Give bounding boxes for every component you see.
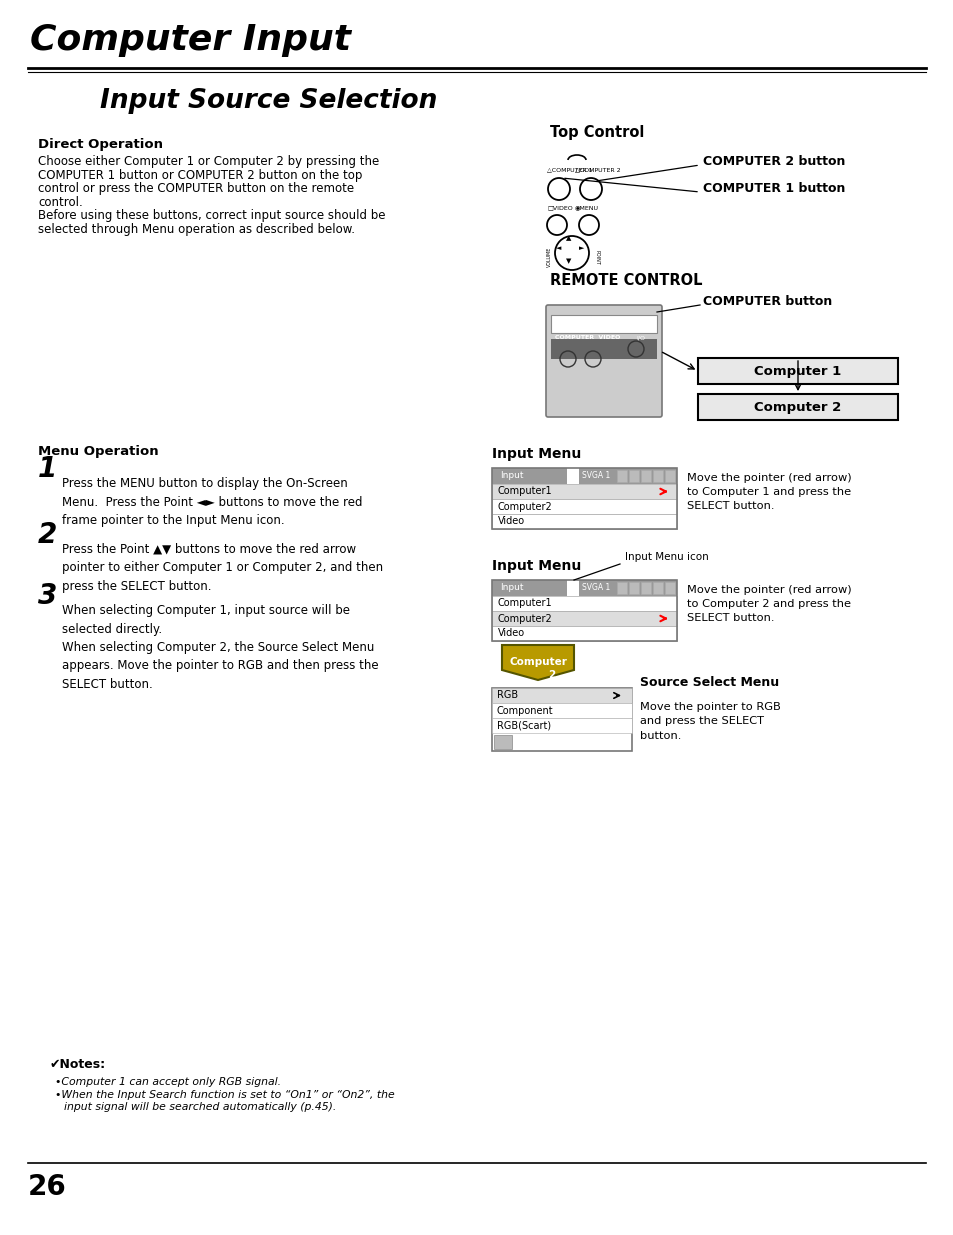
Text: When selecting Computer 1, input source will be
selected directly.
When selectin: When selecting Computer 1, input source … [62, 604, 378, 692]
Text: I/O: I/O [636, 335, 644, 340]
Text: △COMPUTER 2: △COMPUTER 2 [575, 167, 620, 172]
Bar [628, 582, 639, 594]
Bar [628, 471, 639, 482]
Text: VOLUME: VOLUME [546, 247, 552, 267]
Text: COMPUTER 1 button: COMPUTER 1 button [702, 182, 844, 195]
Bar [492, 688, 631, 751]
Bar [492, 514, 677, 529]
Text: 26: 26 [28, 1173, 67, 1200]
Bar [492, 468, 677, 484]
Bar [698, 358, 897, 384]
Text: Input: Input [499, 583, 523, 593]
Bar [617, 582, 626, 594]
Text: Top Control: Top Control [550, 125, 643, 140]
Text: Menu Operation: Menu Operation [38, 445, 158, 458]
Text: Computer 1: Computer 1 [754, 364, 841, 378]
Text: control.: control. [38, 195, 83, 209]
Bar [492, 499, 677, 514]
Text: Input Menu icon: Input Menu icon [624, 552, 708, 562]
Text: Input: Input [499, 472, 523, 480]
Text: SVGA 1: SVGA 1 [581, 472, 610, 480]
Text: ◉MENU: ◉MENU [575, 205, 598, 210]
Bar [492, 597, 677, 611]
Text: Input Menu: Input Menu [492, 447, 580, 461]
Bar [494, 735, 512, 748]
Bar [492, 580, 677, 641]
Text: Move the pointer (red arrow)
to Computer 1 and press the
SELECT button.: Move the pointer (red arrow) to Computer… [686, 473, 851, 511]
Text: selected through Menu operation as described below.: selected through Menu operation as descr… [38, 222, 355, 236]
Text: 3: 3 [38, 582, 57, 610]
Text: Computer1: Computer1 [497, 487, 552, 496]
Text: input signal will be searched automatically (p.45).: input signal will be searched automatica… [64, 1102, 336, 1112]
Text: Computer Input: Computer Input [30, 23, 351, 57]
Bar [566, 468, 578, 484]
Text: Press the Point ▲▼ buttons to move the red arrow
pointer to either Computer 1 or: Press the Point ▲▼ buttons to move the r… [62, 543, 383, 593]
Text: Press the MENU button to display the On-Screen
Menu.  Press the Point ◄► buttons: Press the MENU button to display the On-… [62, 477, 362, 527]
Polygon shape [501, 645, 574, 680]
Text: COMPUTER 1 button or COMPUTER 2 button on the top: COMPUTER 1 button or COMPUTER 2 button o… [38, 168, 362, 182]
Text: Video: Video [497, 629, 524, 638]
Text: Computer1: Computer1 [497, 599, 552, 609]
Bar [640, 471, 650, 482]
Text: ▲: ▲ [566, 235, 571, 241]
Bar [652, 582, 662, 594]
Bar [566, 580, 578, 597]
Text: Direct Operation: Direct Operation [38, 138, 163, 151]
Text: RGB: RGB [497, 690, 517, 700]
Bar [492, 468, 677, 529]
Bar [492, 688, 631, 703]
Text: ◄: ◄ [556, 245, 561, 251]
Text: •When the Input Search function is set to “On1” or “On2”, the: •When the Input Search function is set t… [55, 1091, 395, 1100]
Text: COMPUTER 2 button: COMPUTER 2 button [702, 156, 844, 168]
Text: Move the pointer (red arrow)
to Computer 2 and press the
SELECT button.: Move the pointer (red arrow) to Computer… [686, 585, 851, 622]
Text: REMOTE CONTROL: REMOTE CONTROL [550, 273, 701, 288]
Text: Move the pointer to RGB
and press the SELECT
button.: Move the pointer to RGB and press the SE… [639, 701, 780, 741]
Bar [652, 471, 662, 482]
Bar [664, 582, 675, 594]
Text: COMPUTER  VIDEO: COMPUTER VIDEO [555, 335, 619, 340]
Bar [664, 471, 675, 482]
Bar [492, 626, 677, 641]
Text: ✔Notes:: ✔Notes: [50, 1058, 106, 1071]
Text: Computer2: Computer2 [497, 501, 552, 511]
Bar [551, 315, 657, 333]
Bar [492, 611, 677, 626]
Text: Computer
        2: Computer 2 [509, 657, 566, 680]
Text: Input Source Selection: Input Source Selection [100, 88, 436, 114]
Bar [492, 718, 631, 734]
Bar [492, 580, 677, 597]
Text: 2: 2 [38, 521, 57, 550]
Text: Source Select Menu: Source Select Menu [639, 676, 779, 689]
Text: Video: Video [497, 516, 524, 526]
Text: 1: 1 [38, 454, 57, 483]
Text: ►: ► [578, 245, 584, 251]
Text: SVGA 1: SVGA 1 [581, 583, 610, 593]
Text: Choose either Computer 1 or Computer 2 by pressing the: Choose either Computer 1 or Computer 2 b… [38, 156, 379, 168]
Bar [698, 394, 897, 420]
Text: Input Menu: Input Menu [492, 559, 580, 573]
Text: •Computer 1 can accept only RGB signal.: •Computer 1 can accept only RGB signal. [55, 1077, 281, 1087]
Bar [492, 484, 677, 499]
FancyBboxPatch shape [545, 305, 661, 417]
Bar [640, 582, 650, 594]
Text: POINT: POINT [595, 249, 599, 264]
Text: Computer 2: Computer 2 [754, 400, 841, 414]
Text: control or press the COMPUTER button on the remote: control or press the COMPUTER button on … [38, 182, 354, 195]
Text: △COMPUTER 1: △COMPUTER 1 [546, 167, 592, 172]
Text: □VIDEO: □VIDEO [546, 205, 572, 210]
Text: COMPUTER button: COMPUTER button [702, 295, 831, 308]
Text: Computer2: Computer2 [497, 614, 552, 624]
Text: Before using these buttons, correct input source should be: Before using these buttons, correct inpu… [38, 209, 385, 222]
Text: RGB(Scart): RGB(Scart) [497, 720, 551, 730]
Text: Component: Component [497, 705, 553, 715]
Bar [492, 703, 631, 718]
Bar [617, 471, 626, 482]
Text: ▼: ▼ [566, 258, 571, 264]
Bar [551, 338, 657, 359]
